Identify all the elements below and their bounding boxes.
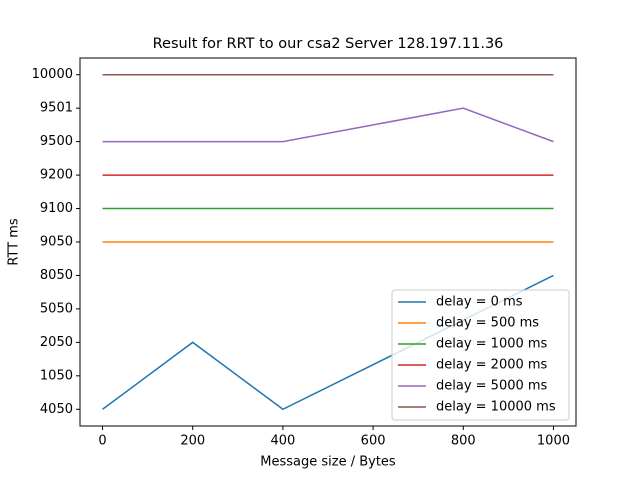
x-tick-label: 600 (361, 434, 386, 449)
legend-label: delay = 1000 ms (436, 337, 548, 352)
x-tick-label: 1000 (537, 434, 570, 449)
legend-label: delay = 5000 ms (436, 379, 548, 394)
y-axis-label: RTT ms (7, 218, 22, 266)
line (102, 107, 554, 143)
legend-label: delay = 10000 ms (436, 400, 556, 415)
legend-label: delay = 2000 ms (436, 358, 548, 373)
y-tick-label: 9500 (40, 134, 73, 149)
y-tick-label: 1050 (40, 368, 73, 383)
legend-label: delay = 500 ms (436, 316, 539, 331)
plot-frame (79, 57, 577, 427)
y-tick-label: 2050 (40, 335, 73, 350)
x-tick-label: 800 (451, 434, 476, 449)
y-tick-label: 9501 (40, 101, 73, 116)
x-tick-label: 200 (180, 434, 205, 449)
y-tick-label: 10000 (32, 67, 73, 82)
x-tick-label: 400 (270, 434, 295, 449)
y-tick-label: 9050 (40, 235, 73, 250)
y-tick-label: 8050 (40, 268, 73, 283)
y-tick-label: 4050 (40, 402, 73, 417)
y-tick-label: 9100 (40, 201, 73, 216)
y-tick-label: 5050 (40, 301, 73, 316)
legend: delay = 0 ms delay = 500 ms delay = 1000 m… (391, 289, 570, 421)
legend-label: delay = 0 ms (436, 295, 523, 310)
x-tick-label: 0 (98, 434, 106, 449)
x-axis-label: Message size / Bytes (260, 455, 396, 470)
legend-box (391, 289, 570, 421)
y-tick-label: 9200 (40, 168, 73, 183)
chart-title: Result for RRT to our csa2 Server 128.19… (153, 36, 504, 52)
